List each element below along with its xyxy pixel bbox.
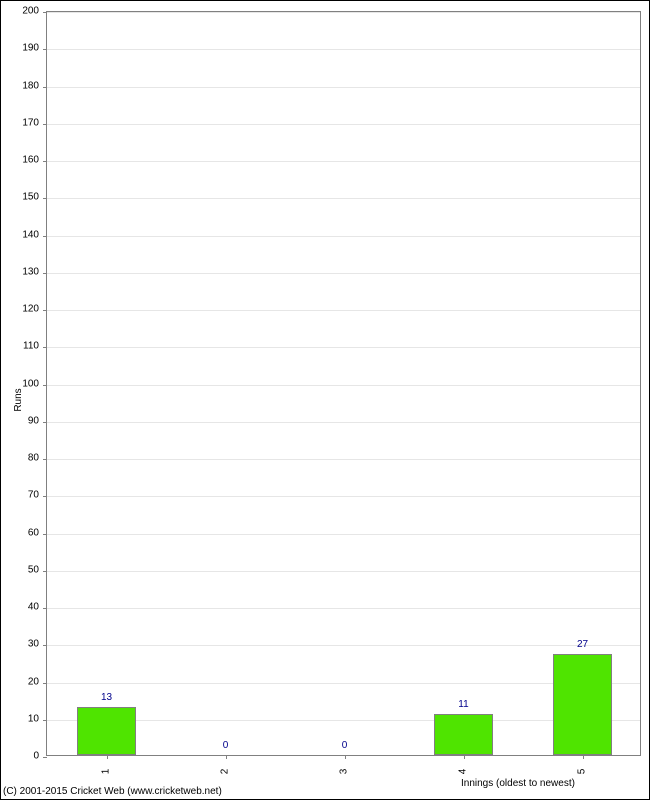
y-tick [43, 347, 47, 348]
gridline [47, 347, 640, 348]
gridline [47, 310, 640, 311]
y-tick-label: 200 [9, 6, 39, 17]
gridline [47, 608, 640, 609]
copyright-text: (C) 2001-2015 Cricket Web (www.cricketwe… [3, 786, 222, 797]
y-tick-label: 140 [9, 229, 39, 240]
y-tick [43, 645, 47, 646]
y-tick-label: 80 [9, 453, 39, 464]
gridline [47, 236, 640, 237]
bar-value-label: 13 [101, 692, 112, 703]
y-tick-label: 0 [9, 751, 39, 762]
x-tick-label: 3 [338, 762, 349, 782]
gridline [47, 459, 640, 460]
gridline [47, 87, 640, 88]
y-tick-label: 10 [9, 713, 39, 724]
y-tick [43, 757, 47, 758]
bar-value-label: 0 [223, 740, 229, 751]
y-tick-label: 50 [9, 564, 39, 575]
gridline [47, 534, 640, 535]
y-tick-label: 70 [9, 490, 39, 501]
y-tick-label: 30 [9, 639, 39, 650]
y-tick [43, 124, 47, 125]
gridline [47, 12, 640, 13]
y-tick-label: 90 [9, 415, 39, 426]
y-tick-label: 190 [9, 43, 39, 54]
y-tick [43, 198, 47, 199]
y-tick-label: 20 [9, 676, 39, 687]
x-tick-label: 5 [576, 762, 587, 782]
gridline [47, 645, 640, 646]
y-tick [43, 273, 47, 274]
x-tick [583, 755, 584, 759]
x-tick [107, 755, 108, 759]
y-tick [43, 422, 47, 423]
y-tick-label: 150 [9, 192, 39, 203]
y-tick [43, 534, 47, 535]
y-tick-label: 160 [9, 155, 39, 166]
y-tick-label: 130 [9, 266, 39, 277]
y-tick-label: 60 [9, 527, 39, 538]
y-tick [43, 12, 47, 13]
y-tick [43, 683, 47, 684]
y-tick [43, 459, 47, 460]
gridline [47, 161, 640, 162]
gridline [47, 571, 640, 572]
x-axis-label: Innings (oldest to newest) [461, 778, 575, 789]
x-tick-label: 4 [457, 762, 468, 782]
x-tick [345, 755, 346, 759]
bar [553, 654, 613, 755]
bar-value-label: 27 [577, 639, 588, 650]
y-tick [43, 720, 47, 721]
y-tick [43, 571, 47, 572]
x-tick [226, 755, 227, 759]
gridline [47, 683, 640, 684]
y-tick [43, 608, 47, 609]
y-tick [43, 385, 47, 386]
y-tick-label: 100 [9, 378, 39, 389]
y-tick [43, 236, 47, 237]
gridline [47, 49, 640, 50]
y-tick [43, 161, 47, 162]
gridline [47, 273, 640, 274]
gridline [47, 422, 640, 423]
y-tick-label: 120 [9, 304, 39, 315]
bar [77, 707, 137, 755]
y-tick [43, 496, 47, 497]
gridline [47, 198, 640, 199]
y-tick-label: 180 [9, 80, 39, 91]
bar-value-label: 0 [342, 740, 348, 751]
x-tick [464, 755, 465, 759]
x-tick-label: 2 [219, 762, 230, 782]
gridline [47, 496, 640, 497]
y-tick [43, 49, 47, 50]
x-tick-label: 1 [100, 762, 111, 782]
bar-value-label: 11 [458, 699, 468, 710]
bar [434, 714, 494, 755]
y-tick [43, 87, 47, 88]
y-tick-label: 170 [9, 117, 39, 128]
y-tick-label: 40 [9, 602, 39, 613]
chart-container: 13001127 Runs Innings (oldest to newest)… [0, 0, 650, 800]
plot-area: 13 0 0 11 27 [46, 11, 641, 756]
gridline [47, 124, 640, 125]
gridline [47, 385, 640, 386]
y-axis-label: Runs [13, 388, 24, 411]
y-tick-label: 110 [9, 341, 39, 352]
y-tick [43, 310, 47, 311]
